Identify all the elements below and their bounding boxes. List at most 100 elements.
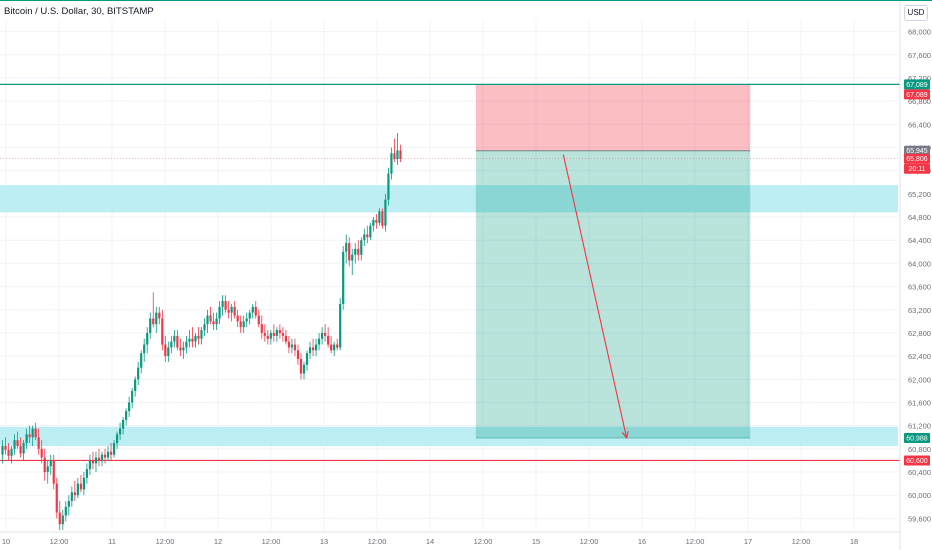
candle-body	[230, 306, 233, 313]
candle-body	[200, 330, 203, 339]
short-position-tool[interactable]	[475, 84, 751, 439]
candle-body	[336, 344, 339, 348]
x-tick-label: 12:00	[474, 537, 493, 546]
x-tick-label: 12:00	[686, 537, 705, 546]
y-tick-label: 62,000	[908, 375, 931, 384]
y-tick-label: 62,400	[908, 352, 931, 361]
grid	[0, 20, 898, 530]
candle-body	[88, 460, 92, 470]
candle-body	[140, 353, 143, 368]
candle-body	[64, 506, 67, 516]
x-tick-label: 14	[426, 537, 434, 546]
candle-body	[112, 443, 116, 455]
candle-body	[227, 309, 230, 313]
x-tick-label: 12:00	[368, 537, 387, 546]
stop-loss-area[interactable]	[475, 84, 751, 151]
candle-body	[149, 318, 152, 333]
price-badge	[904, 79, 930, 90]
candle-body	[34, 428, 37, 438]
candle-body	[128, 402, 131, 412]
candle-body	[19, 445, 22, 454]
y-tick-label: 66,800	[908, 97, 931, 106]
take-profit-area[interactable]	[475, 150, 751, 438]
candle-body	[302, 364, 306, 374]
candle-body	[191, 338, 194, 342]
candle-body	[366, 234, 369, 238]
arrow-head	[621, 430, 629, 440]
y-tick-label: 60,800	[908, 445, 931, 454]
candle-body	[203, 324, 206, 331]
candle-body	[375, 219, 378, 223]
candle-body	[197, 335, 200, 339]
candle-body	[284, 335, 288, 342]
candle-body	[134, 379, 137, 391]
candle-body	[16, 440, 19, 446]
y-tick-label: 66,400	[908, 120, 931, 129]
candle-body	[55, 483, 58, 513]
y-tick-label: 63,200	[908, 306, 931, 315]
y-tick-label: 63,600	[908, 283, 931, 292]
chart-title: Bitcoin / U.S. Dollar, 30, BITSTAMP	[4, 6, 154, 17]
candle-body	[399, 150, 402, 159]
currency-button[interactable]: USD	[904, 5, 928, 21]
price-badge-label: 67,089	[906, 82, 928, 89]
candle-body	[333, 344, 336, 351]
candle-body	[378, 211, 381, 223]
candle-body	[206, 315, 209, 325]
candle-body	[320, 332, 324, 339]
candle-body	[182, 347, 185, 351]
candle-body	[369, 225, 372, 238]
price-badge	[904, 455, 930, 466]
candle-body	[125, 411, 128, 420]
candle-body	[327, 335, 330, 345]
y-tick-label: 62,800	[908, 329, 931, 338]
candle-body	[82, 477, 86, 490]
price-badge-label: 67,089	[906, 92, 928, 99]
candle-body	[76, 483, 79, 496]
candles	[1, 133, 402, 530]
candle-body	[248, 312, 251, 319]
candle-body	[314, 344, 318, 351]
candle-body	[49, 460, 52, 467]
candle-body	[79, 483, 82, 490]
candle-body	[396, 150, 399, 160]
price-badge-label: 20:11	[909, 166, 926, 173]
candle-body	[43, 457, 46, 473]
y-tick-label: 61,600	[908, 399, 931, 408]
arrow-line[interactable]	[562, 154, 628, 438]
candle-body	[251, 306, 254, 313]
candle-body	[194, 335, 197, 342]
candle-body	[61, 515, 64, 525]
candle-body	[67, 501, 70, 507]
candle-body	[387, 173, 390, 200]
candle-body	[357, 248, 360, 255]
candle-body	[173, 335, 176, 342]
candle-body	[254, 306, 257, 316]
candle-body	[7, 450, 10, 456]
candle-body	[170, 341, 173, 348]
y-tick-label: 61,200	[908, 422, 931, 431]
candle-body	[122, 419, 125, 429]
candle-body	[299, 359, 303, 374]
y-tick-label: 68,000	[908, 28, 931, 37]
candle-body	[245, 318, 248, 322]
candle-body	[345, 243, 348, 252]
candle-body	[257, 315, 260, 325]
price-badge	[904, 153, 930, 164]
candle-body	[339, 303, 342, 348]
price-badge	[904, 145, 930, 156]
x-tick-label: 12	[214, 537, 222, 546]
horizontal-price-lines	[0, 83, 900, 462]
candle-body	[164, 344, 167, 357]
candle-body	[287, 341, 291, 348]
candle-body	[158, 312, 161, 319]
projection-arrow[interactable]	[562, 154, 629, 440]
candle-body	[73, 492, 76, 496]
candle-body	[236, 315, 239, 322]
x-tick-label: 16	[638, 537, 646, 546]
candle-body	[290, 344, 294, 348]
